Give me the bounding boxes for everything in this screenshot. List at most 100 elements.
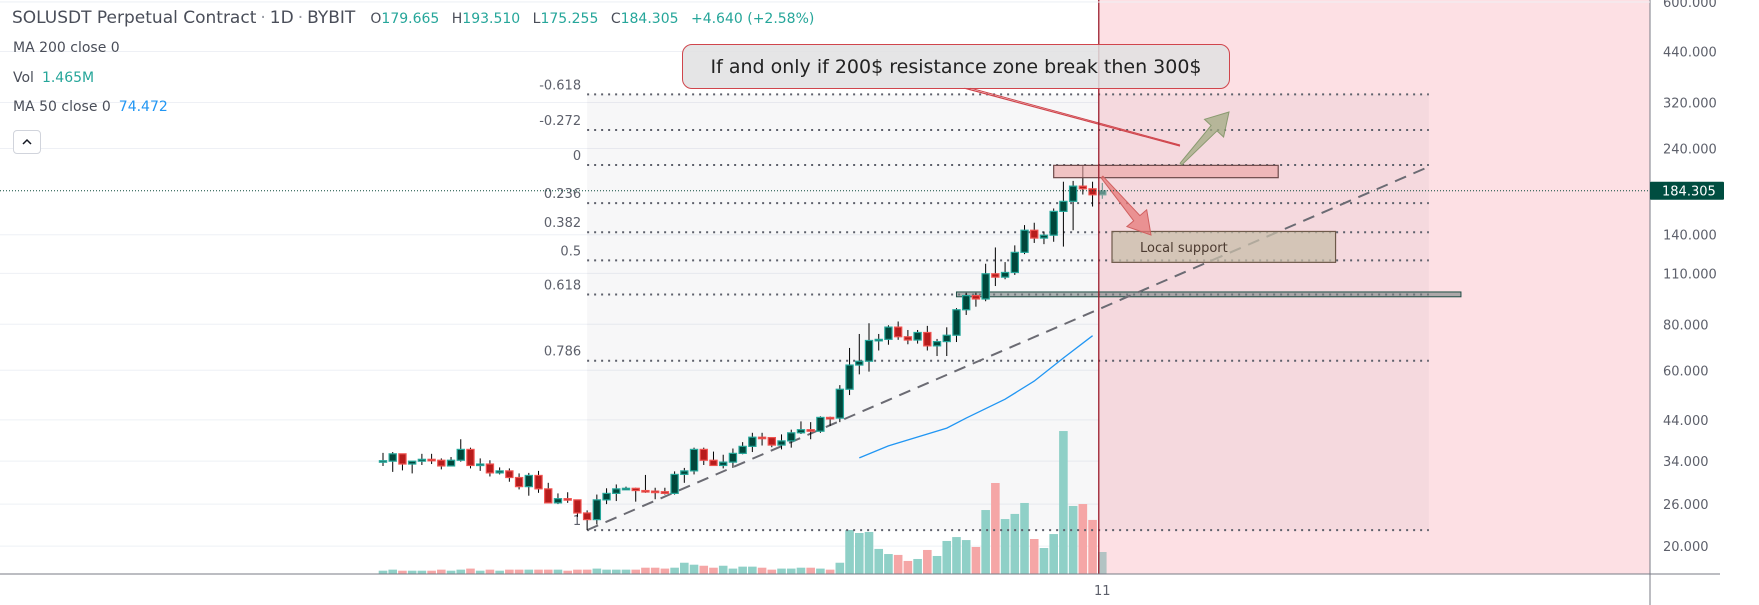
candle-body bbox=[825, 416, 835, 420]
price-axis-label: 600.000 bbox=[1663, 0, 1717, 11]
candle-body bbox=[1039, 234, 1049, 239]
trend-line bbox=[586, 167, 1427, 532]
candle-body bbox=[913, 331, 922, 341]
candle bbox=[544, 482, 553, 504]
candle-body bbox=[787, 432, 796, 442]
candle bbox=[650, 487, 660, 500]
candle-body bbox=[592, 499, 602, 521]
high-value: 193.510 bbox=[462, 11, 521, 27]
volume-bar bbox=[942, 540, 952, 574]
volume-bar bbox=[611, 569, 621, 574]
candle-body bbox=[417, 458, 427, 462]
candle-body bbox=[631, 487, 640, 492]
volume-bar bbox=[437, 569, 446, 574]
candle bbox=[534, 470, 543, 493]
candle bbox=[1049, 208, 1058, 242]
volume-bar bbox=[874, 548, 884, 574]
interval[interactable]: 1D bbox=[269, 8, 294, 28]
volume-bar bbox=[407, 570, 417, 574]
candle-body bbox=[378, 460, 388, 463]
volume-bar bbox=[573, 569, 582, 574]
volume-bar bbox=[738, 566, 747, 574]
symbol-title[interactable]: SOLUSDT Perpetual Contract bbox=[12, 8, 257, 28]
candle-body bbox=[680, 470, 689, 476]
collapse-legend-button[interactable] bbox=[13, 130, 41, 154]
volume-bar bbox=[417, 570, 427, 574]
volume-bar bbox=[388, 569, 398, 574]
candle-body bbox=[427, 458, 436, 462]
candle-body bbox=[660, 491, 670, 494]
candle bbox=[855, 333, 864, 375]
candle bbox=[1088, 181, 1097, 207]
candle bbox=[952, 308, 961, 343]
volume-bar bbox=[378, 570, 388, 574]
candle bbox=[816, 416, 825, 433]
candle-body bbox=[602, 492, 611, 501]
volume-bar bbox=[485, 569, 495, 574]
candle bbox=[864, 323, 874, 372]
candle-body bbox=[864, 339, 874, 362]
volume-bar bbox=[806, 567, 815, 574]
volume-bar bbox=[854, 533, 864, 574]
candle bbox=[796, 421, 806, 434]
volume-label: Vol bbox=[13, 70, 34, 86]
volume-bar bbox=[786, 568, 796, 574]
candle bbox=[748, 432, 757, 453]
candle-body bbox=[952, 309, 961, 336]
volume-bar bbox=[913, 558, 922, 574]
candle-body bbox=[1068, 185, 1078, 202]
candle-body bbox=[816, 416, 825, 432]
candle-body bbox=[884, 326, 893, 340]
candle bbox=[524, 472, 534, 496]
volume-bar bbox=[1020, 502, 1029, 574]
candle bbox=[767, 436, 777, 448]
candle-body bbox=[718, 461, 728, 467]
candle-body bbox=[1010, 251, 1020, 274]
volume-bar bbox=[592, 568, 602, 574]
ma50-line bbox=[859, 335, 1093, 459]
candle bbox=[991, 247, 1000, 287]
fib-background bbox=[587, 94, 1429, 531]
candle-body bbox=[893, 326, 903, 338]
volume-bar bbox=[466, 568, 475, 574]
legend-ma200[interactable]: MA 200 close 0 bbox=[13, 40, 120, 56]
candle bbox=[689, 447, 699, 475]
volume-bar bbox=[757, 567, 767, 574]
price-axis-label: 34.000 bbox=[1663, 455, 1709, 470]
candle-body bbox=[1088, 188, 1097, 196]
price-axis-label: 60.000 bbox=[1663, 364, 1709, 379]
callout-annotation[interactable]: If and only if 200$ resistance zone brea… bbox=[682, 44, 1230, 89]
candle-body bbox=[845, 364, 854, 390]
candle-body bbox=[738, 445, 747, 454]
legend-volume[interactable]: Vol 1.465M bbox=[13, 70, 94, 86]
candle bbox=[660, 487, 670, 495]
candle-body bbox=[767, 436, 777, 446]
candle bbox=[1059, 181, 1068, 247]
volume-bar bbox=[1000, 519, 1010, 574]
candle bbox=[485, 460, 495, 477]
candle bbox=[514, 473, 524, 490]
candle-body bbox=[874, 338, 883, 342]
close-label: C bbox=[610, 11, 621, 27]
volume-bar bbox=[505, 569, 514, 574]
candle bbox=[787, 429, 796, 448]
candle-body bbox=[388, 453, 397, 462]
volume-bar bbox=[563, 570, 572, 574]
candle-body bbox=[777, 440, 786, 446]
candle-body bbox=[553, 498, 563, 504]
volume-bar bbox=[524, 569, 534, 574]
open-value: 179.665 bbox=[381, 11, 440, 27]
local-support-label: Local support bbox=[1140, 241, 1228, 256]
candle bbox=[437, 458, 446, 470]
candle-body bbox=[1030, 229, 1039, 239]
volume-bar bbox=[446, 570, 456, 574]
candle-body bbox=[903, 336, 913, 341]
candle bbox=[777, 434, 786, 450]
candle-body bbox=[1020, 229, 1029, 253]
candle bbox=[971, 292, 981, 307]
legend-ma50[interactable]: MA 50 close 0 74.472 bbox=[13, 99, 168, 115]
volume-bar bbox=[709, 567, 718, 574]
resistance-zone-box bbox=[1053, 164, 1279, 179]
candle-body bbox=[835, 388, 845, 419]
